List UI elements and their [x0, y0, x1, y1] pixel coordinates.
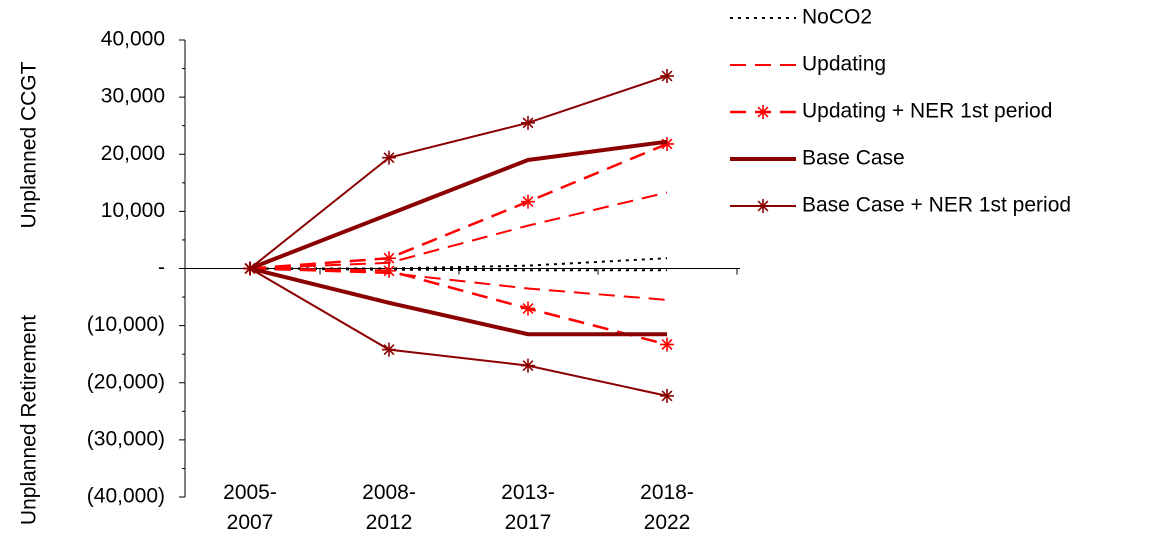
x-tick-label: 2005- 2007 — [223, 481, 277, 534]
point-marker — [382, 251, 396, 266]
series-line — [249, 267, 668, 397]
marker-stroke — [522, 360, 534, 372]
marker-stroke — [661, 339, 673, 350]
y-tick-label: (10,000) — [87, 313, 165, 336]
y-tick-label: - — [158, 256, 165, 279]
point-marker — [382, 150, 396, 165]
y-tick-label: (20,000) — [87, 370, 165, 393]
y-tick-label: 30,000 — [101, 85, 165, 108]
legend-label: Updating — [802, 53, 886, 76]
point-marker — [660, 388, 674, 403]
point-marker — [660, 68, 674, 83]
legend-marker — [756, 105, 770, 119]
legend-label: Base Case — [802, 147, 905, 170]
marker-stroke — [383, 344, 395, 356]
legend-label: NoCO2 — [802, 6, 872, 29]
marker-stroke — [383, 252, 395, 264]
marker-stroke — [661, 70, 673, 82]
marker-stroke — [757, 200, 769, 212]
point-marker — [382, 342, 396, 357]
series-line — [249, 267, 668, 301]
y-tick-label: 20,000 — [101, 142, 165, 165]
point-marker — [521, 301, 535, 316]
legend-label: Updating + NER 1st period — [802, 100, 1052, 123]
series-line — [249, 266, 667, 337]
x-tick-label: 2008- 2012 — [362, 481, 416, 534]
marker-stroke — [522, 117, 534, 129]
marker-stroke — [757, 106, 769, 118]
series-line — [249, 267, 668, 346]
series-line — [249, 191, 668, 270]
marker-stroke — [522, 303, 534, 314]
marker-stroke — [244, 263, 256, 274]
point-marker — [382, 263, 396, 278]
point-marker — [660, 136, 674, 151]
point-marker — [521, 194, 535, 209]
point-marker — [521, 358, 535, 373]
y-tick-label: 10,000 — [101, 199, 165, 222]
point-marker — [243, 261, 257, 276]
series-line — [249, 139, 668, 271]
y-axis-label-bottom: Unplanned Retirement — [18, 315, 41, 525]
y-axis-label-top: Unplanned CCGT — [18, 61, 41, 228]
point-marker — [521, 115, 535, 130]
marker-stroke — [522, 196, 534, 208]
marker-stroke — [383, 152, 395, 164]
series-line — [249, 267, 667, 272]
y-tick-label: 40,000 — [101, 28, 165, 51]
y-tick-label: (40,000) — [87, 485, 165, 508]
x-tick-label: 2018- 2022 — [640, 481, 694, 534]
series-line — [249, 142, 668, 270]
series-line — [250, 257, 668, 270]
marker-stroke — [383, 265, 395, 277]
marker-stroke — [661, 138, 673, 150]
marker-stroke — [661, 390, 673, 402]
x-tick-label: 2013- 2017 — [501, 481, 555, 534]
series-line — [249, 75, 668, 270]
legend-label: Base Case + NER 1st period — [802, 194, 1071, 217]
legend-marker — [756, 199, 770, 213]
point-marker — [660, 337, 674, 352]
y-tick-label: (30,000) — [87, 427, 165, 450]
